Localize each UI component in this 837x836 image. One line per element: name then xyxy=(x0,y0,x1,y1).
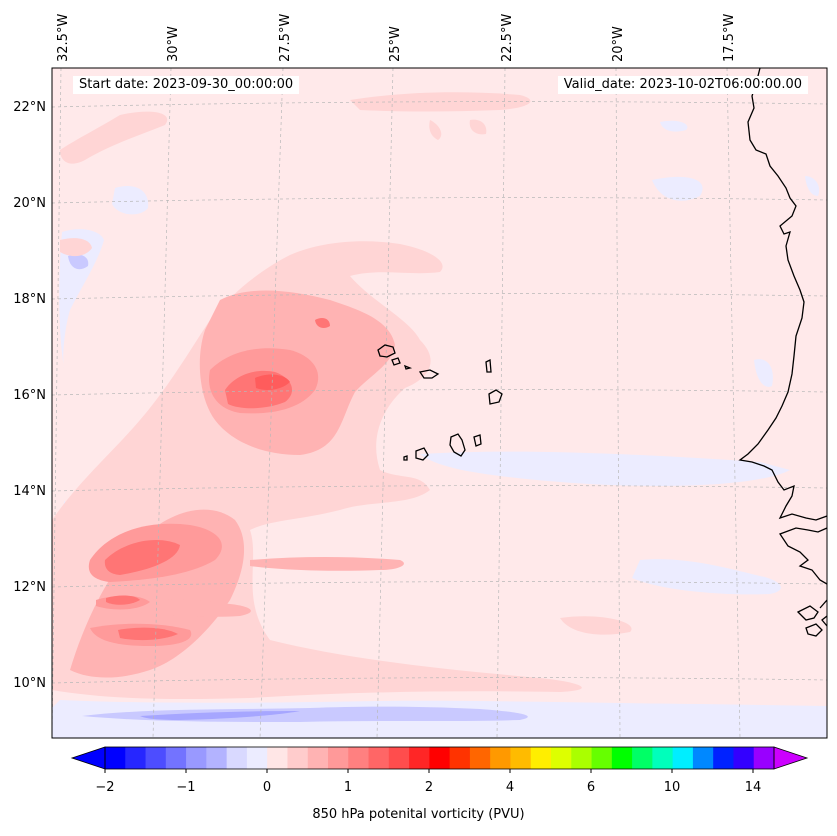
colorbar-tick-label: −1 xyxy=(176,780,195,795)
lat-label: 10°N xyxy=(13,676,46,691)
colorbar-bin xyxy=(368,747,390,769)
lon-label: 32.5°W xyxy=(56,14,71,62)
colorbar-bin xyxy=(753,747,775,769)
colorbar-bin xyxy=(672,747,694,769)
lon-label: 30°W xyxy=(166,26,181,62)
colorbar-tick-label: 4 xyxy=(506,780,514,795)
colorbar-frame xyxy=(104,746,775,770)
lat-label: 12°N xyxy=(13,580,46,595)
colorbar-bin xyxy=(125,747,147,769)
lat-label: 20°N xyxy=(13,196,46,211)
colorbar-bin xyxy=(409,747,430,769)
colorbar-bin xyxy=(307,747,329,769)
colorbar-title: 850 hPa potenital vorticity (PVU) xyxy=(312,807,525,822)
colorbar-bin xyxy=(429,747,451,769)
lon-label: 20°W xyxy=(611,26,626,62)
colorbar-tick-label: 1 xyxy=(344,780,352,795)
colorbar-ticks xyxy=(104,769,754,773)
colorbar-tick-label: 14 xyxy=(745,780,762,795)
valid-date-label: Valid_date: 2023-10-02T06:00:00.00 xyxy=(557,76,808,94)
lon-label: 17.5°W xyxy=(722,14,737,62)
lon-label: 27.5°W xyxy=(278,14,293,62)
colorbar-bin xyxy=(571,747,593,769)
colorbar-tick-label: 10 xyxy=(664,780,681,795)
colorbar-bin xyxy=(105,747,126,769)
africa-coastline-south xyxy=(779,527,827,637)
colorbar-bin xyxy=(551,747,572,769)
africa-coastline xyxy=(738,68,827,521)
colorbar-bin xyxy=(206,747,228,769)
colorbar-bin xyxy=(530,747,552,769)
lat-label: 16°N xyxy=(13,388,46,403)
colorbar-bin xyxy=(632,747,653,769)
lon-label: 22.5°W xyxy=(500,14,515,62)
colorbar: −2 −1 0 1 2 4 6 10 14 xyxy=(70,746,809,795)
colorbar-bin xyxy=(287,747,309,769)
colorbar-bin xyxy=(490,747,512,769)
colorbar-tick-label: 2 xyxy=(425,780,433,795)
colorbar-bin xyxy=(652,747,674,769)
lat-label: 22°N xyxy=(13,100,46,115)
colorbar-bin xyxy=(510,747,532,769)
colorbar-bin xyxy=(733,747,755,769)
lon-label: 25°W xyxy=(388,26,403,62)
colorbar-bin xyxy=(145,747,167,769)
longitude-labels: 32.5°W 30°W 27.5°W 25°W 22.5°W 20°W 17.5… xyxy=(56,14,737,62)
colorbar-bin xyxy=(611,747,633,769)
colorbar-over-extension xyxy=(773,746,809,770)
colorbar-bin xyxy=(591,747,613,769)
colorbar-tick-label: 0 xyxy=(263,780,271,795)
colorbar-bin xyxy=(246,747,268,769)
colorbar-tick-label: 6 xyxy=(587,780,595,795)
colorbar-bin xyxy=(469,747,491,769)
colorbar-bin xyxy=(165,747,187,769)
colorbar-bin xyxy=(713,747,735,769)
start-date-label: Start date: 2023-09-30_00:00:00 xyxy=(73,76,300,94)
colorbar-bin xyxy=(692,747,714,769)
colorbar-bin xyxy=(186,747,207,769)
cape-verde-islands xyxy=(377,344,503,461)
colorbar-bin xyxy=(328,747,349,769)
pv-field xyxy=(52,68,827,738)
colorbar-under-extension xyxy=(70,746,106,770)
colorbar-tick-labels: −2 −1 0 1 2 4 6 10 14 xyxy=(95,780,761,795)
colorbar-bins xyxy=(105,747,775,769)
map-frame xyxy=(51,67,828,739)
lat-label: 14°N xyxy=(13,484,46,499)
lat-label: 18°N xyxy=(13,292,46,307)
colorbar-tick-label: −2 xyxy=(95,780,114,795)
graticule xyxy=(52,68,827,738)
colorbar-bin xyxy=(348,747,370,769)
colorbar-bin xyxy=(449,747,471,769)
colorbar-bin xyxy=(226,747,248,769)
latitude-labels: 22°N 20°N 18°N 16°N 14°N 12°N 10°N xyxy=(13,100,46,691)
colorbar-bin xyxy=(267,747,289,769)
colorbar-bin xyxy=(388,747,410,769)
